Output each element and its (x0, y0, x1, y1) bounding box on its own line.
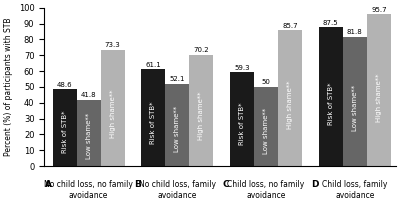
Text: Risk of STB*: Risk of STB* (150, 101, 156, 144)
Bar (189, 55, 213, 166)
Text: 52.1: 52.1 (170, 76, 185, 82)
Bar (76, 100, 100, 166)
Y-axis label: Percent (%) of participants with STB: Percent (%) of participants with STB (4, 18, 13, 156)
Text: A: A (45, 180, 52, 189)
Text: High shame**: High shame** (198, 92, 204, 140)
Text: Low shame**: Low shame** (263, 107, 269, 154)
Bar (343, 36, 367, 166)
Text: Child loss, no family
avoidance: Child loss, no family avoidance (228, 180, 305, 200)
Text: Risk of STB*: Risk of STB* (239, 103, 245, 145)
Bar (254, 87, 278, 166)
Bar (165, 83, 189, 166)
Text: 50: 50 (262, 79, 270, 85)
Text: No child loss, family
avoidance: No child loss, family avoidance (139, 180, 216, 200)
Text: 48.6: 48.6 (57, 82, 72, 88)
Bar (141, 69, 165, 166)
Text: C: C (222, 180, 229, 189)
Bar (319, 27, 343, 166)
Text: B: B (134, 180, 141, 189)
Bar (367, 14, 391, 166)
Text: 70.2: 70.2 (194, 47, 209, 53)
Text: 81.8: 81.8 (347, 29, 363, 35)
Text: Low shame**: Low shame** (86, 113, 92, 159)
Text: 87.5: 87.5 (323, 20, 338, 26)
Text: High shame**: High shame** (110, 90, 116, 138)
Text: 85.7: 85.7 (282, 23, 298, 29)
Text: Low shame**: Low shame** (352, 85, 358, 131)
Bar (230, 72, 254, 166)
Bar (100, 50, 125, 166)
Bar (278, 30, 302, 166)
Text: Child loss, family
avoidance: Child loss, family avoidance (322, 180, 388, 200)
Text: 61.1: 61.1 (145, 62, 161, 68)
Text: No child loss, no family
avoidance: No child loss, no family avoidance (44, 180, 133, 200)
Bar (52, 89, 76, 166)
Text: 41.8: 41.8 (81, 92, 96, 98)
Text: Risk of STB*: Risk of STB* (328, 82, 334, 125)
Text: D: D (311, 180, 319, 189)
Text: High shame**: High shame** (287, 81, 293, 129)
Text: 73.3: 73.3 (105, 42, 120, 48)
Text: 95.7: 95.7 (371, 7, 387, 13)
Text: High shame**: High shame** (376, 74, 382, 122)
Text: Risk of STB*: Risk of STB* (62, 110, 68, 153)
Text: 59.3: 59.3 (234, 65, 250, 71)
Text: Low shame**: Low shame** (174, 106, 180, 152)
